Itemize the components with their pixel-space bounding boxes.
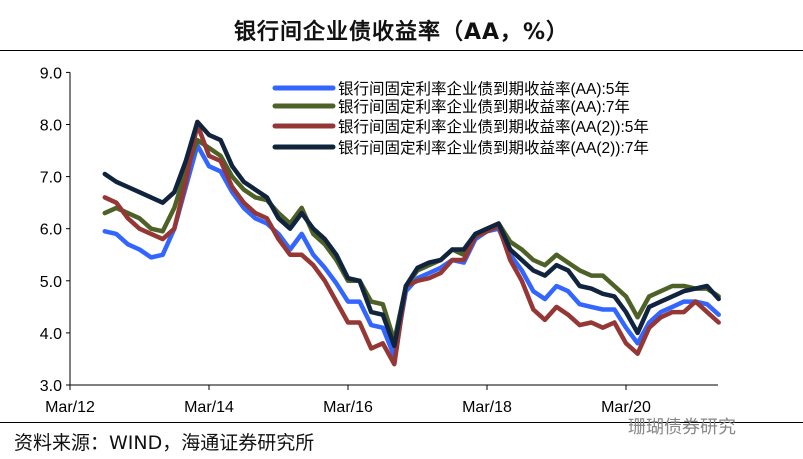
chart-title: 银行间企业债收益率（AA，%） bbox=[233, 20, 570, 45]
title-divider bbox=[0, 50, 803, 51]
legend-label-4: 银行间固定利率企业债到期收益率(AA(2)):7年 bbox=[338, 139, 649, 157]
x-tick-label: Mar/20 bbox=[601, 399, 651, 416]
x-tick-label: Mar/18 bbox=[462, 399, 512, 416]
y-tick-label: 7.0 bbox=[40, 170, 62, 187]
y-tick-label: 9.0 bbox=[40, 65, 62, 82]
source-note: 资料来源：WIND，海通证券研究所 bbox=[14, 432, 315, 454]
series-line-4 bbox=[102, 119, 721, 349]
legend: 银行间固定利率企业债到期收益率(AA):5年银行间固定利率企业债到期收益率(AA… bbox=[272, 80, 649, 157]
y-tick-label: 3.0 bbox=[40, 378, 62, 395]
footer-divider bbox=[0, 422, 803, 423]
watermark: 珊瑚债券研究 bbox=[628, 417, 736, 438]
legend-label-1: 银行间固定利率企业债到期收益率(AA):5年 bbox=[338, 80, 630, 98]
x-tick-label: Mar/16 bbox=[323, 399, 373, 416]
legend-label-3: 银行间固定利率企业债到期收益率(AA(2)):5年 bbox=[338, 118, 649, 136]
line-chart: 3.0 4.0 5.0 6.0 7.0 8.0 9.0 Mar/12 Mar/14 Mar/16 M… bbox=[40, 65, 721, 416]
y-tick-label: 4.0 bbox=[40, 326, 62, 343]
axes: 3.0 4.0 5.0 6.0 7.0 8.0 9.0 Mar/12 Mar/14 Mar/16 M… bbox=[40, 65, 718, 416]
y-tick-label: 5.0 bbox=[40, 274, 62, 291]
y-tick-label: 6.0 bbox=[40, 222, 62, 239]
y-tick-label: 8.0 bbox=[40, 118, 62, 135]
series-lines bbox=[102, 119, 721, 367]
series-line-3 bbox=[102, 122, 721, 367]
legend-label-2: 银行间固定利率企业债到期收益率(AA):7年 bbox=[338, 98, 630, 116]
x-tick-label: Mar/14 bbox=[184, 399, 234, 416]
series-line-1 bbox=[102, 143, 721, 359]
x-tick-label: Mar/12 bbox=[45, 399, 95, 416]
